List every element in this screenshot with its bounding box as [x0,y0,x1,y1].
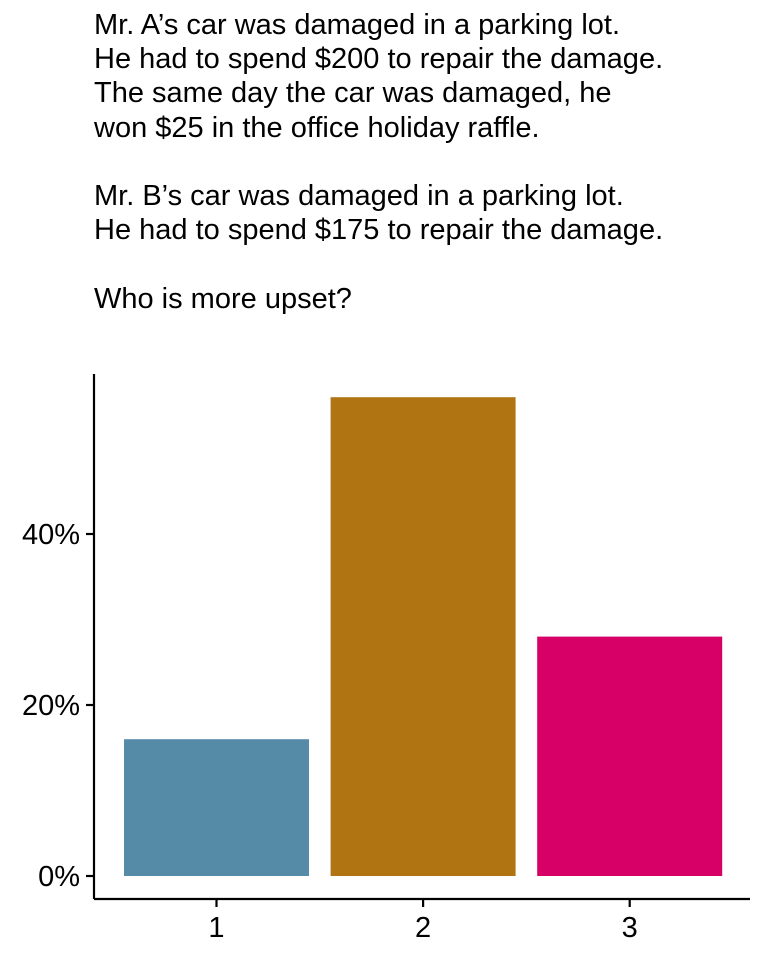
question-line: Mr. B’s car was damaged in a parking lot… [94,179,624,212]
y-tick-label: 20% [22,690,80,722]
question-line: He had to spend $200 to repair the damag… [94,43,664,76]
bars-group [124,397,723,876]
x-tick-label: 3 [622,912,638,944]
bar-2 [330,397,516,876]
question-line: He had to spend $175 to repair the damag… [94,214,664,247]
x-tick-label: 1 [208,912,224,944]
question-line: The same day the car was damaged, he [94,77,612,110]
x-axis: 1 2 3 [94,897,750,944]
bar-1 [124,739,309,876]
question-line: Who is more upset? [94,282,352,315]
x-tick-label: 2 [415,912,431,944]
y-tick-label: 0% [38,861,80,893]
question-text: Mr. A’s car was damaged in a parking lot… [94,8,663,316]
y-tick-label: 40% [22,519,80,551]
y-axis: 0% 20% 40% [22,374,96,899]
question-line: won $25 in the office holiday raffle. [94,111,540,144]
question-line: Mr. A’s car was damaged in a parking lot… [94,9,621,41]
bar-3 [537,636,723,876]
